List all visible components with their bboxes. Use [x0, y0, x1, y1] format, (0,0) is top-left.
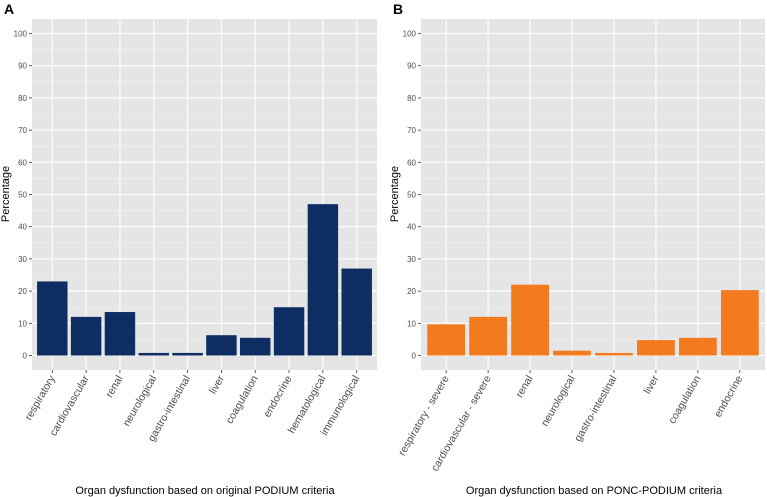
y-tick-label: 0	[23, 352, 28, 361]
panel-a-y-ticks: 0 10 20 30 40 50 60 70 80 90 100	[14, 29, 32, 361]
panel-a-xlabel: Organ dysfunction based on original PODI…	[75, 485, 335, 497]
bar-coagulation	[679, 337, 717, 356]
x-tick-label: liver	[207, 373, 227, 396]
y-tick-label: 100	[403, 29, 417, 38]
y-tick-label: 50	[407, 191, 416, 200]
x-tick-label: coagulation	[224, 373, 261, 426]
bar-coagulation	[240, 337, 271, 356]
y-tick-label: 50	[18, 191, 27, 200]
panel-b-xlabel: Organ dysfunction based on PONC-PODIUM c…	[466, 485, 723, 497]
y-tick-label: 70	[407, 126, 416, 135]
y-tick-label: 40	[18, 223, 27, 232]
bar-renal	[104, 312, 136, 356]
bar-gastro-intestinal	[172, 352, 203, 356]
y-tick-label: 0	[412, 352, 417, 361]
y-tick-label: 60	[407, 158, 416, 167]
bar-neurological	[138, 352, 169, 356]
bar-endocrine	[720, 290, 759, 356]
panel-b-bars	[427, 284, 759, 356]
y-tick-label: 80	[18, 94, 27, 103]
bar-endocrine	[273, 307, 305, 356]
y-tick-label: 30	[407, 255, 416, 264]
panel-a-bars	[37, 204, 372, 356]
x-tick-label: respiratory	[23, 373, 59, 423]
bar-cardiovascular	[70, 316, 102, 356]
x-tick-label: liver	[641, 373, 661, 396]
bar-neurological	[553, 350, 591, 356]
x-tick-label: renal	[514, 374, 536, 400]
bar-respiratory-severe	[427, 324, 466, 356]
y-tick-label: 70	[18, 126, 27, 135]
bar-gastro-intestinal	[595, 352, 633, 356]
y-tick-label: 20	[18, 287, 27, 296]
y-tick-label: 90	[18, 62, 27, 71]
y-tick-label: 40	[407, 223, 416, 232]
y-tick-label: 20	[407, 287, 416, 296]
bar-renal	[511, 284, 549, 356]
x-tick-label: neurological	[121, 374, 160, 429]
x-tick-label: gastro-intestinal	[572, 374, 619, 444]
panel-a-ylabel: Percentage	[0, 166, 12, 222]
panel-b: B Percentage 0 10 20 30 40 50 60 70 80 90 100 resp…	[389, 1, 765, 497]
panel-b-label: B	[393, 1, 403, 17]
x-tick-label: endocrine	[261, 373, 295, 419]
y-tick-label: 90	[407, 62, 416, 71]
panel-b-ylabel: Percentage	[389, 166, 401, 222]
x-tick-label: endocrine	[712, 373, 746, 419]
bar-immunological	[341, 268, 372, 356]
y-tick-label: 60	[18, 158, 27, 167]
x-tick-label: neurological	[539, 374, 578, 429]
bar-cardiovascular-severe	[469, 316, 507, 356]
panel-b-y-ticks: 0 10 20 30 40 50 60 70 80 90 100	[403, 29, 421, 361]
bar-respiratory	[37, 281, 68, 356]
y-tick-label: 30	[18, 255, 27, 264]
panel-a: A Percentage 0 10 20 30 40 50 60 70 80 90 100 resp…	[0, 1, 377, 497]
bar-hematological	[307, 204, 339, 356]
panel-a-grid	[32, 19, 377, 370]
y-tick-label: 100	[14, 29, 28, 38]
y-tick-label: 10	[18, 319, 27, 328]
x-tick-label: renal	[103, 374, 125, 400]
y-tick-label: 10	[407, 319, 416, 328]
x-tick-label: coagulation	[666, 373, 703, 426]
bar-liver	[206, 335, 237, 356]
panel-a-label: A	[4, 1, 14, 17]
bar-liver	[637, 340, 675, 356]
y-tick-label: 80	[407, 94, 416, 103]
